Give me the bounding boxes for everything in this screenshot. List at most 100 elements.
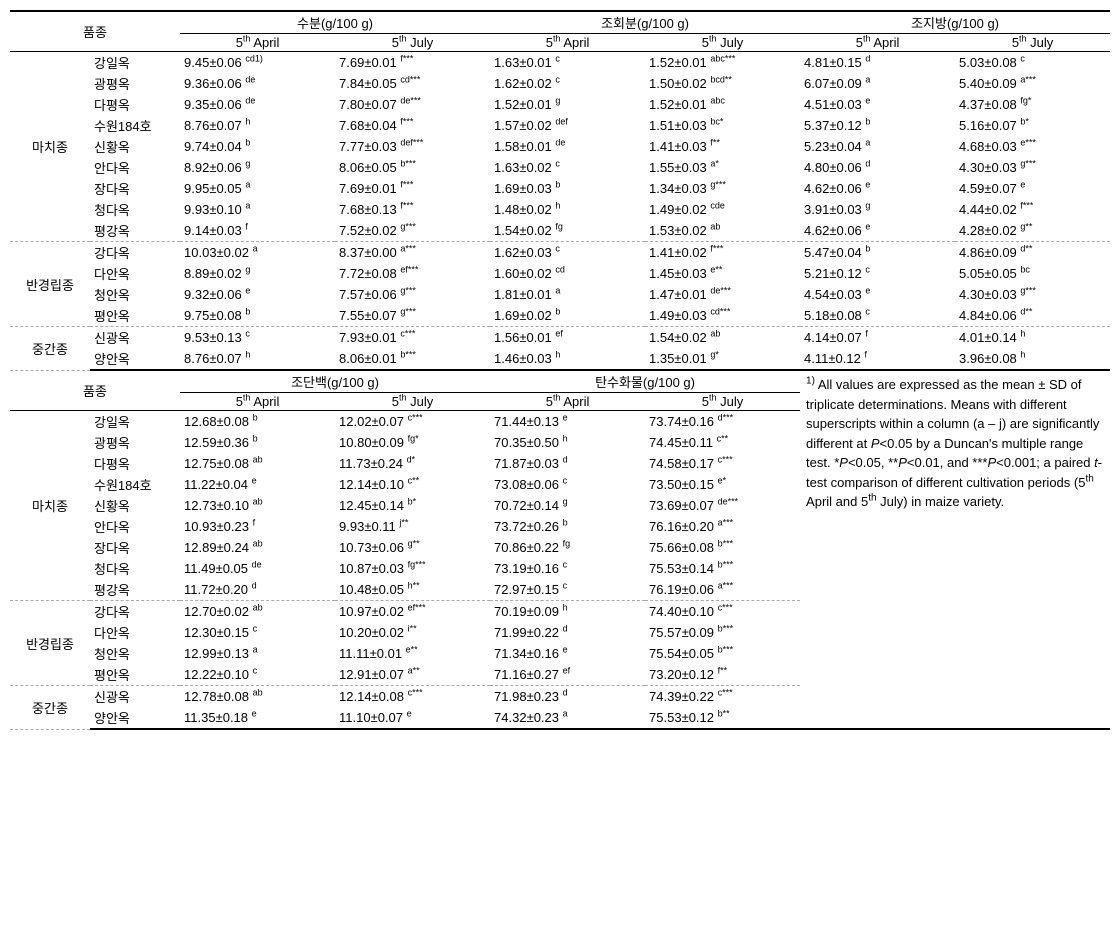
- value-cell: 72.97±0.15 c: [490, 579, 645, 601]
- header-metric-2: 조지방(g/100 g): [800, 11, 1110, 34]
- value-cell: 7.57±0.06 g***: [335, 284, 490, 305]
- value-cell: 10.87±0.03 fg***: [335, 558, 490, 579]
- value-cell: 4.68±0.03 e***: [955, 136, 1110, 157]
- value-cell: 73.20±0.12 f**: [645, 664, 800, 686]
- value-cell: 4.11±0.12 f: [800, 348, 955, 370]
- value-cell: 4.14±0.07 f: [800, 327, 955, 349]
- value-cell: 5.05±0.05 bc: [955, 263, 1110, 284]
- variety-name: 평강옥: [90, 220, 180, 242]
- value-cell: 12.75±0.08 ab: [180, 453, 335, 474]
- header-variety-2: 품종: [10, 370, 180, 411]
- value-cell: 11.73±0.24 d*: [335, 453, 490, 474]
- group-b2: 중간종: [10, 686, 90, 730]
- header-july: 5th July: [645, 34, 800, 52]
- value-cell: 10.80±0.09 fg*: [335, 432, 490, 453]
- value-cell: 5.03±0.08 c: [955, 52, 1110, 74]
- value-cell: 7.80±0.07 de***: [335, 94, 490, 115]
- value-cell: 10.73±0.06 g**: [335, 537, 490, 558]
- value-cell: 74.32±0.23 a: [490, 707, 645, 729]
- value-cell: 5.16±0.07 b*: [955, 115, 1110, 136]
- value-cell: 4.44±0.02 f***: [955, 199, 1110, 220]
- variety-name: 청다옥: [90, 199, 180, 220]
- variety-name: 수원184호: [90, 474, 180, 495]
- value-cell: 71.16±0.27 ef: [490, 664, 645, 686]
- variety-name: 광평옥: [90, 73, 180, 94]
- value-cell: 71.34±0.16 e: [490, 643, 645, 664]
- value-cell: 73.74±0.16 d***: [645, 411, 800, 433]
- header-april: 5th April: [180, 34, 335, 52]
- value-cell: 12.78±0.08 ab: [180, 686, 335, 708]
- value-cell: 9.35±0.06 de: [180, 94, 335, 115]
- value-cell: 4.30±0.03 g***: [955, 157, 1110, 178]
- value-cell: 7.84±0.05 cd***: [335, 73, 490, 94]
- value-cell: 11.49±0.05 de: [180, 558, 335, 579]
- value-cell: 8.89±0.02 g: [180, 263, 335, 284]
- value-cell: 5.40±0.09 a***: [955, 73, 1110, 94]
- variety-name: 강일옥: [90, 52, 180, 74]
- value-cell: 71.87±0.03 d: [490, 453, 645, 474]
- value-cell: 9.74±0.04 b: [180, 136, 335, 157]
- value-cell: 4.86±0.09 d**: [955, 242, 1110, 264]
- variety-name: 강일옥: [90, 411, 180, 433]
- value-cell: 74.40±0.10 c***: [645, 601, 800, 623]
- value-cell: 73.69±0.07 de***: [645, 495, 800, 516]
- value-cell: 11.72±0.20 d: [180, 579, 335, 601]
- value-cell: 4.62±0.06 e: [800, 178, 955, 199]
- group-0: 마치종: [10, 52, 90, 242]
- value-cell: 8.92±0.06 g: [180, 157, 335, 178]
- value-cell: 1.34±0.03 g***: [645, 178, 800, 199]
- value-cell: 75.53±0.14 b***: [645, 558, 800, 579]
- footnote: 1) All values are expressed as the mean …: [800, 370, 1110, 729]
- variety-name: 청다옥: [90, 558, 180, 579]
- header-metric-b1: 탄수화물(g/100 g): [490, 370, 800, 393]
- variety-name: 광평옥: [90, 432, 180, 453]
- value-cell: 8.06±0.05 b***: [335, 157, 490, 178]
- value-cell: 6.07±0.09 a: [800, 73, 955, 94]
- value-cell: 1.49±0.03 cd***: [645, 305, 800, 327]
- value-cell: 75.57±0.09 b***: [645, 622, 800, 643]
- variety-name: 평강옥: [90, 579, 180, 601]
- value-cell: 7.55±0.07 g***: [335, 305, 490, 327]
- value-cell: 10.93±0.23 f: [180, 516, 335, 537]
- value-cell: 12.91±0.07 a**: [335, 664, 490, 686]
- value-cell: 11.11±0.01 e**: [335, 643, 490, 664]
- value-cell: 9.75±0.08 b: [180, 305, 335, 327]
- value-cell: 11.22±0.04 e: [180, 474, 335, 495]
- value-cell: 3.96±0.08 h: [955, 348, 1110, 370]
- variety-name: 평안옥: [90, 664, 180, 686]
- value-cell: 1.52±0.01 abc: [645, 94, 800, 115]
- value-cell: 10.03±0.02 a: [180, 242, 335, 264]
- value-cell: 1.52±0.01 abc***: [645, 52, 800, 74]
- value-cell: 5.18±0.08 c: [800, 305, 955, 327]
- value-cell: 8.06±0.01 b***: [335, 348, 490, 370]
- value-cell: 1.49±0.02 cde: [645, 199, 800, 220]
- value-cell: 4.59±0.07 e: [955, 178, 1110, 199]
- header-april: 5th April: [490, 393, 645, 411]
- variety-name: 다안옥: [90, 622, 180, 643]
- value-cell: 1.48±0.02 h: [490, 199, 645, 220]
- value-cell: 3.91±0.03 g: [800, 199, 955, 220]
- value-cell: 12.99±0.13 a: [180, 643, 335, 664]
- value-cell: 1.63±0.01 c: [490, 52, 645, 74]
- value-cell: 1.58±0.01 de: [490, 136, 645, 157]
- value-cell: 4.51±0.03 e: [800, 94, 955, 115]
- value-cell: 4.81±0.15 d: [800, 52, 955, 74]
- value-cell: 73.72±0.26 b: [490, 516, 645, 537]
- value-cell: 4.37±0.08 fg*: [955, 94, 1110, 115]
- variety-name: 양안옥: [90, 348, 180, 370]
- header-april: 5th April: [180, 393, 335, 411]
- value-cell: 1.41±0.03 f**: [645, 136, 800, 157]
- value-cell: 11.35±0.18 e: [180, 707, 335, 729]
- value-cell: 1.62±0.02 c: [490, 73, 645, 94]
- value-cell: 5.21±0.12 c: [800, 263, 955, 284]
- value-cell: 7.69±0.01 f***: [335, 52, 490, 74]
- value-cell: 12.70±0.02 ab: [180, 601, 335, 623]
- value-cell: 4.01±0.14 h: [955, 327, 1110, 349]
- group-b1: 반경립종: [10, 601, 90, 686]
- value-cell: 70.35±0.50 h: [490, 432, 645, 453]
- variety-name: 신광옥: [90, 686, 180, 708]
- value-cell: 8.76±0.07 h: [180, 348, 335, 370]
- variety-name: 수원184호: [90, 115, 180, 136]
- value-cell: 1.52±0.01 g: [490, 94, 645, 115]
- value-cell: 71.44±0.13 e: [490, 411, 645, 433]
